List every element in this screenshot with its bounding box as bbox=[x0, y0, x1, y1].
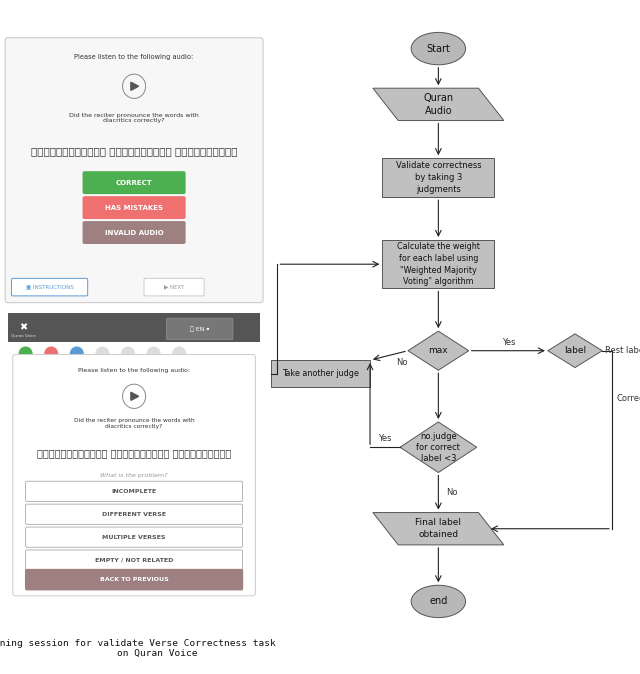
Circle shape bbox=[95, 346, 109, 361]
Text: No: No bbox=[446, 488, 458, 497]
Circle shape bbox=[121, 346, 135, 361]
Circle shape bbox=[172, 346, 186, 361]
FancyBboxPatch shape bbox=[8, 313, 260, 342]
FancyBboxPatch shape bbox=[166, 318, 233, 340]
Text: end: end bbox=[429, 596, 447, 607]
Text: MULTIPLE VERSES: MULTIPLE VERSES bbox=[102, 534, 166, 540]
Text: EMPTY / NOT RELATED: EMPTY / NOT RELATED bbox=[95, 557, 173, 563]
Text: BACK TO PREVIOUS: BACK TO PREVIOUS bbox=[100, 577, 168, 582]
Text: DIFFERENT VERSE: DIFFERENT VERSE bbox=[102, 512, 166, 517]
FancyBboxPatch shape bbox=[13, 355, 255, 596]
Text: ▣ INSTRUCTIONS: ▣ INSTRUCTIONS bbox=[26, 284, 74, 290]
Circle shape bbox=[147, 346, 161, 361]
Text: Validate correctness
by taking 3
judgments: Validate correctness by taking 3 judgmen… bbox=[396, 161, 481, 194]
Text: HAS MISTAKES: HAS MISTAKES bbox=[105, 205, 163, 210]
Polygon shape bbox=[131, 392, 139, 400]
Polygon shape bbox=[373, 512, 504, 545]
Text: Rest labels: Rest labels bbox=[605, 346, 640, 355]
Polygon shape bbox=[373, 88, 504, 121]
Text: INCOMPLETE: INCOMPLETE bbox=[111, 489, 157, 494]
Text: Please listen to the following audio:: Please listen to the following audio: bbox=[74, 55, 194, 60]
FancyBboxPatch shape bbox=[26, 504, 243, 524]
FancyBboxPatch shape bbox=[144, 278, 204, 296]
Polygon shape bbox=[131, 82, 139, 90]
Text: max: max bbox=[429, 346, 448, 355]
Text: ⓔ EN ▾: ⓔ EN ▾ bbox=[190, 326, 209, 332]
Text: Please listen to the following audio:: Please listen to the following audio: bbox=[78, 368, 190, 373]
Text: Correct: Correct bbox=[617, 394, 640, 404]
Text: شُبَّحَانَكَ اللَّهُمَّ وَبحَمدِكَ: شُبَّحَانَكَ اللَّهُمَّ وَبحَمدِكَ bbox=[37, 449, 231, 458]
FancyBboxPatch shape bbox=[26, 527, 243, 547]
Text: No: No bbox=[396, 359, 407, 367]
FancyBboxPatch shape bbox=[12, 278, 88, 296]
Text: Yes: Yes bbox=[502, 338, 515, 347]
Text: Take another judge: Take another judge bbox=[282, 369, 359, 378]
Text: Quran Voice: Quran Voice bbox=[11, 334, 35, 338]
Text: Start: Start bbox=[426, 44, 451, 53]
FancyBboxPatch shape bbox=[5, 38, 263, 303]
FancyBboxPatch shape bbox=[26, 550, 243, 570]
FancyBboxPatch shape bbox=[382, 158, 494, 197]
Text: INVALID AUDIO: INVALID AUDIO bbox=[105, 230, 163, 235]
FancyBboxPatch shape bbox=[25, 569, 243, 590]
Text: Yes: Yes bbox=[378, 434, 392, 443]
Circle shape bbox=[70, 346, 84, 361]
FancyBboxPatch shape bbox=[83, 221, 186, 244]
FancyBboxPatch shape bbox=[271, 360, 370, 387]
FancyBboxPatch shape bbox=[83, 171, 186, 194]
Text: Did the reciter pronounce the words with
diacritics correctly?: Did the reciter pronounce the words with… bbox=[74, 418, 195, 429]
Polygon shape bbox=[548, 334, 602, 367]
Text: no.judge
for correct
label <3: no.judge for correct label <3 bbox=[417, 431, 460, 463]
Polygon shape bbox=[408, 331, 468, 370]
Text: label: label bbox=[564, 346, 586, 355]
FancyBboxPatch shape bbox=[382, 240, 494, 288]
Text: Final label
obtained: Final label obtained bbox=[415, 518, 461, 539]
FancyBboxPatch shape bbox=[26, 481, 243, 501]
Text: Did the reciter pronounce the words with
diacritics correctly?: Did the reciter pronounce the words with… bbox=[69, 113, 199, 123]
Text: ✖: ✖ bbox=[19, 323, 27, 332]
Polygon shape bbox=[400, 422, 477, 472]
Text: What is the problem?: What is the problem? bbox=[100, 472, 168, 478]
FancyBboxPatch shape bbox=[83, 196, 186, 219]
Ellipse shape bbox=[411, 585, 465, 617]
Text: ▶ NEXT: ▶ NEXT bbox=[164, 284, 184, 290]
Circle shape bbox=[44, 346, 58, 361]
Text: ining session for validate Verse Correctness task
        on Quran Voice: ining session for validate Verse Correct… bbox=[0, 639, 275, 658]
Circle shape bbox=[19, 346, 33, 361]
Text: Calculate the weight
for each label using
"Weighted Majority
Voting" algorithm: Calculate the weight for each label usin… bbox=[397, 242, 480, 286]
Text: Quran
Audio: Quran Audio bbox=[423, 93, 453, 116]
Text: شُبَّحَانَكَ اللَّهُمَّ وَبحَمدِكَ: شُبَّحَانَكَ اللَّهُمَّ وَبحَمدِكَ bbox=[31, 147, 237, 156]
Text: CORRECT: CORRECT bbox=[116, 180, 152, 185]
Ellipse shape bbox=[411, 32, 465, 65]
